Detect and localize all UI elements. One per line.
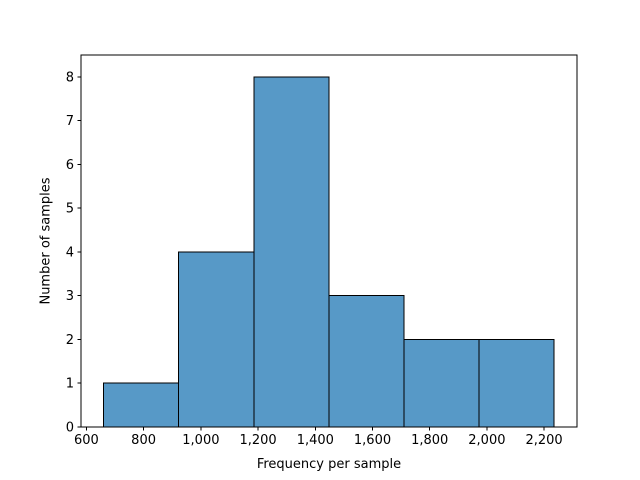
x-tick-label: 1,600: [354, 433, 391, 448]
x-tick-label: 600: [74, 433, 99, 448]
x-tick-label: 1,200: [239, 433, 276, 448]
y-axis-ticks: 0 1 2 3 4 5 6 7 8: [66, 70, 81, 436]
x-axis-ticks: 600 800 1,000 1,200 1,400 1,600 1,800 2,000 2,20…: [74, 427, 563, 448]
y-tick-label: 2: [66, 333, 74, 348]
x-tick-label: 2,000: [468, 433, 505, 448]
plot-border: [80, 54, 578, 428]
y-tick-label: 4: [66, 245, 74, 260]
y-tick-label: 6: [66, 158, 74, 173]
x-tick-label: 2,200: [525, 433, 562, 448]
y-tick-label: 5: [66, 202, 74, 217]
x-tick-label: 1,400: [297, 433, 334, 448]
y-tick-label: 0: [66, 421, 74, 436]
x-axis-label: Frequency per sample: [257, 457, 401, 472]
histogram-bar: [253, 76, 330, 428]
x-tick-label: 1,800: [411, 433, 448, 448]
axes-spines: [80, 54, 578, 428]
y-tick-label: 8: [66, 70, 74, 85]
y-axis-label: Number of samples: [39, 177, 54, 304]
histogram-bar: [103, 382, 180, 428]
histogram-bar: [328, 295, 405, 428]
y-tick-label: 1: [66, 377, 74, 392]
bars-group: [103, 76, 555, 428]
histogram-bar: [178, 251, 255, 428]
y-tick-label: 7: [66, 114, 74, 129]
histogram-bar: [403, 339, 480, 428]
histogram-bar: [478, 339, 555, 428]
x-tick-label: 800: [131, 433, 156, 448]
y-tick-label: 3: [66, 289, 74, 304]
x-tick-label: 1,000: [182, 433, 219, 448]
